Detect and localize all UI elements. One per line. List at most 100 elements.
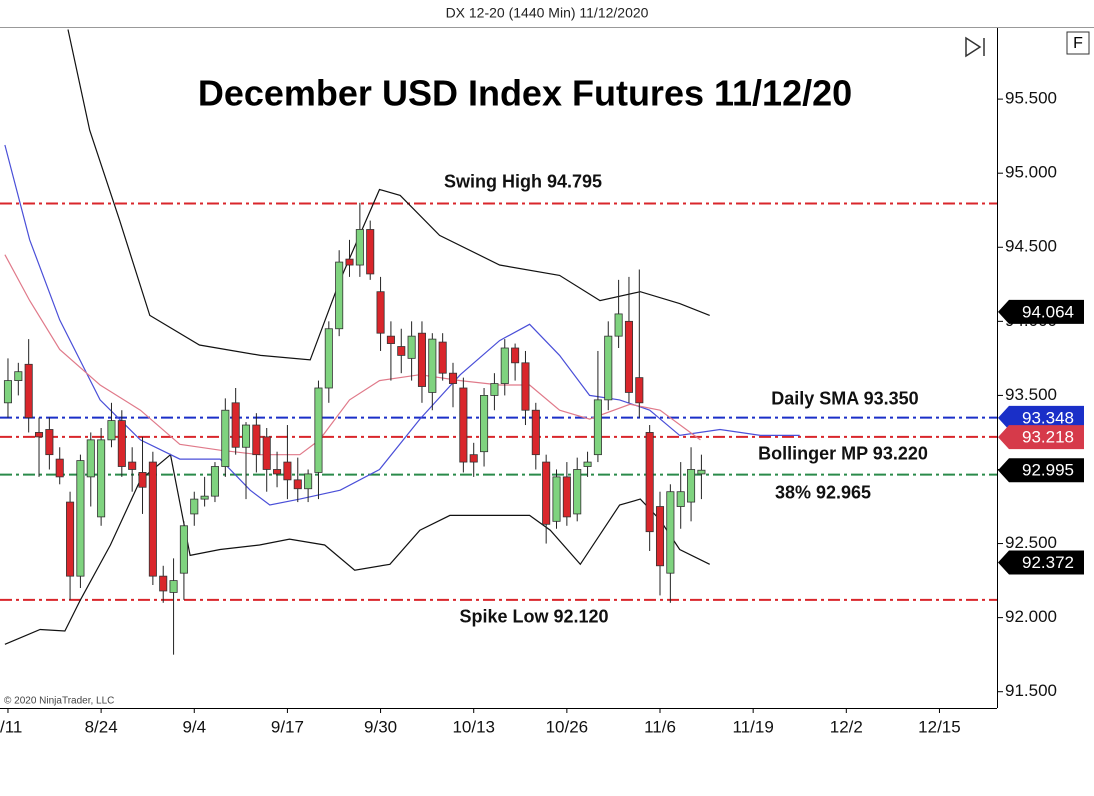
candle-body	[335, 261, 344, 330]
candle-body	[293, 479, 302, 490]
candle-body	[676, 491, 685, 507]
level-label: 38% 92.965	[775, 482, 871, 502]
candle-body	[542, 461, 551, 525]
candle-body	[459, 387, 468, 463]
level-label: Spike Low 92.120	[459, 607, 608, 627]
candle-body	[697, 469, 706, 475]
level-label: Daily SMA 93.350	[771, 388, 918, 408]
candle-body	[283, 461, 292, 481]
y-tick-label: 95.500	[1005, 89, 1057, 108]
candle-body	[480, 395, 489, 453]
candle-body	[14, 371, 23, 381]
candle-body	[66, 501, 75, 577]
candle-body	[614, 313, 623, 337]
candle-body	[86, 439, 95, 478]
indicator-line	[4, 254, 701, 456]
candle-body	[148, 461, 157, 577]
y-tick-label: 92.000	[1005, 607, 1057, 626]
candle-body	[666, 491, 675, 574]
candle-body	[376, 291, 385, 334]
candle-body	[386, 335, 395, 344]
candle-body	[128, 461, 137, 470]
candle-body	[500, 347, 509, 384]
candle-body	[107, 420, 116, 441]
indicator-line	[4, 453, 710, 645]
candle-body	[231, 402, 240, 448]
level-label: Swing High 94.795	[444, 171, 602, 191]
candle-body	[34, 432, 44, 438]
candle-body	[76, 460, 85, 577]
candle-body	[314, 387, 323, 473]
candle-body	[304, 473, 313, 490]
y-tick-label: 93.500	[1005, 385, 1057, 404]
candle-body	[531, 409, 540, 456]
y-tick-label: 92.500	[1005, 533, 1057, 552]
price-marker-label: 94.064	[1022, 302, 1074, 321]
plot-area	[0, 29, 997, 655]
y-tick-label: 95.000	[1005, 163, 1057, 182]
x-tick-label: 9/17	[271, 717, 304, 736]
price-marker	[998, 550, 1084, 575]
x-tick-label: 9/4	[182, 717, 206, 736]
candle-body	[221, 409, 230, 467]
candle-body	[417, 332, 426, 387]
candle-body	[583, 461, 592, 467]
candle-body	[438, 341, 447, 374]
candle-body	[273, 469, 282, 475]
candle-body	[407, 335, 416, 359]
candle-body	[159, 575, 168, 592]
candle-body	[355, 229, 364, 266]
price-marker-label: 92.995	[1022, 461, 1074, 480]
candle-body	[624, 320, 633, 393]
candle-body	[645, 432, 654, 533]
x-tick-label: 10/26	[546, 717, 589, 736]
candle-body	[210, 466, 219, 497]
candle-body	[55, 458, 64, 478]
candle-body	[190, 498, 199, 515]
x-tick-label: 12/2	[830, 717, 863, 736]
indicator-line	[67, 29, 710, 361]
candle-body	[241, 424, 251, 448]
watermark: © 2020 NinjaTrader, LLC	[4, 696, 114, 707]
candle-body	[593, 399, 602, 456]
candle-body	[448, 372, 458, 384]
price-marker	[998, 405, 1084, 430]
indicator-line	[4, 144, 800, 506]
panel-button-label[interactable]: F	[1073, 35, 1083, 52]
candle-body	[687, 469, 696, 503]
price-marker-label: 92.372	[1022, 553, 1074, 572]
candle-body	[262, 436, 271, 470]
candle-body	[428, 338, 437, 393]
candle-body	[366, 229, 375, 275]
price-marker	[998, 299, 1084, 324]
candle-body	[179, 525, 188, 574]
candle-body	[200, 495, 209, 500]
candle-body	[24, 363, 33, 419]
candle-body	[3, 380, 12, 404]
price-marker-label: 93.218	[1022, 428, 1074, 447]
candle-body	[169, 580, 178, 593]
x-tick-label: 12/15	[918, 717, 961, 736]
panel-button[interactable]	[1066, 31, 1090, 55]
candle-body	[655, 506, 665, 567]
candle-body	[490, 383, 499, 396]
candle-body	[635, 377, 644, 404]
header-text: DX 12-20 (1440 Min) 11/12/2020	[446, 5, 649, 21]
candle-body	[511, 347, 520, 364]
x-tick-label: 10/13	[452, 717, 495, 736]
scroll-end-icon[interactable]	[965, 36, 985, 58]
x-tick-label: 8/24	[85, 717, 118, 736]
x-tick-label: 11/6	[644, 717, 676, 736]
price-marker-label: 93.348	[1022, 408, 1074, 427]
candle-body	[573, 469, 582, 515]
candle-body	[117, 420, 126, 467]
candle-body	[469, 454, 478, 463]
chart-title: December USD Index Futures 11/12/20	[198, 73, 852, 114]
candle-body	[604, 335, 613, 401]
candle-body	[138, 472, 147, 488]
level-label: Bollinger MP 93.220	[758, 444, 928, 464]
candle-body	[521, 362, 530, 411]
